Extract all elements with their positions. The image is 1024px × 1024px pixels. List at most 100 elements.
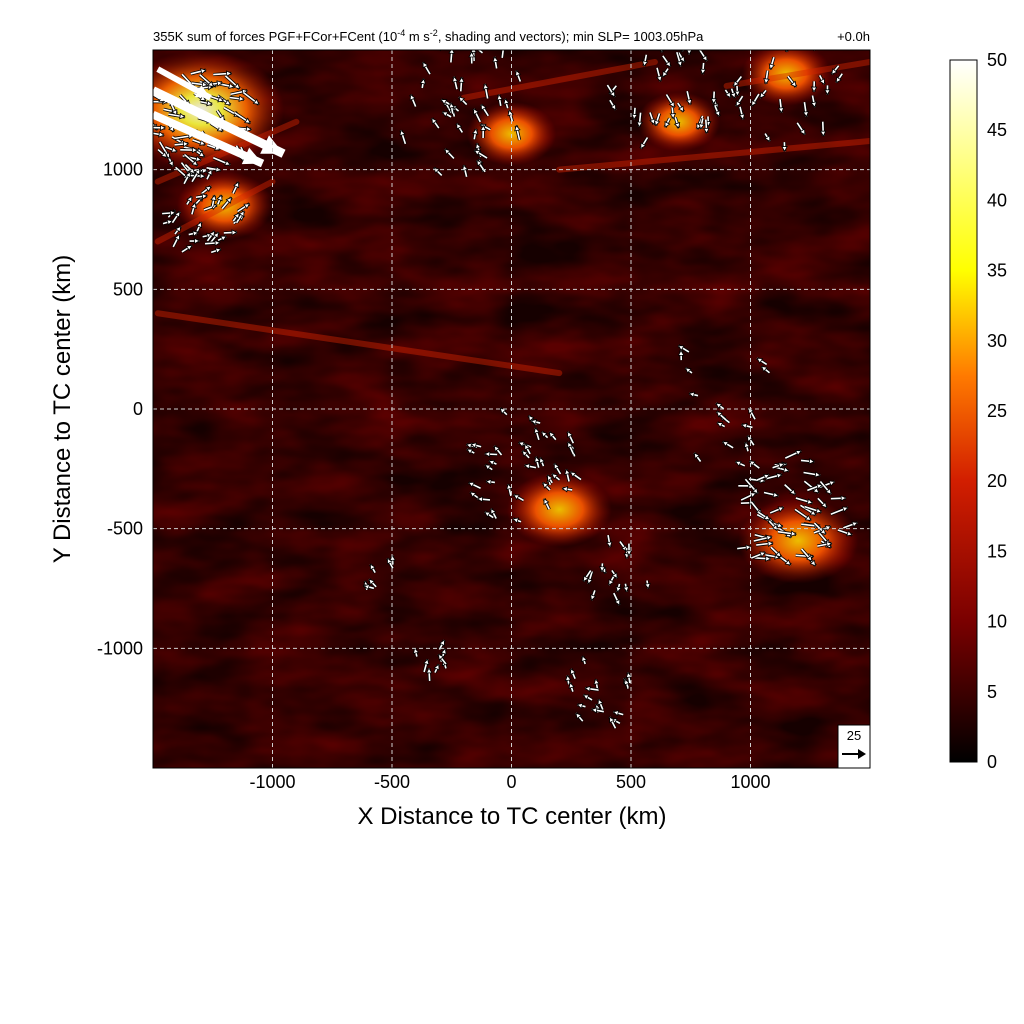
force-vectors xyxy=(153,50,859,729)
vector-arrow xyxy=(479,124,487,139)
vector-arrow xyxy=(746,434,756,447)
colorbar-tick-label: 45 xyxy=(987,120,1007,140)
vector-arrow xyxy=(457,95,468,106)
vector-arrow xyxy=(777,98,785,114)
x-tick-label: 0 xyxy=(506,772,516,792)
vector-arrow xyxy=(485,478,496,486)
vector-arrow xyxy=(757,510,771,521)
vector-arrow xyxy=(842,521,859,530)
vector-arrow xyxy=(669,106,677,120)
vector-arrow xyxy=(232,212,241,223)
vector-arrow xyxy=(677,349,685,361)
vector-arrow xyxy=(492,55,499,69)
vector-arrow xyxy=(473,148,488,160)
vector-arrow xyxy=(158,141,171,159)
vector-arrow xyxy=(623,678,631,688)
vector-arrow xyxy=(794,508,812,522)
colorbar-tick-label: 30 xyxy=(987,331,1007,351)
vector-arrow xyxy=(607,574,616,586)
vector-arrow xyxy=(590,707,605,714)
vector-arrow xyxy=(612,710,624,717)
title-exponent: -4 xyxy=(397,28,405,38)
vector-arrow xyxy=(803,470,822,478)
vector-arrow xyxy=(443,147,456,160)
reference-vector-label: 25 xyxy=(847,728,861,743)
vector-arrow xyxy=(496,93,503,107)
vector-arrow xyxy=(597,698,605,711)
vector-arrow xyxy=(612,592,621,606)
vector-arrow xyxy=(551,472,561,482)
y-tick-label: -500 xyxy=(107,519,143,539)
vector-arrow xyxy=(512,493,525,502)
vector-arrow xyxy=(663,117,672,128)
x-tick-label: 500 xyxy=(616,772,646,792)
vector-arrow xyxy=(493,444,503,456)
vector-arrow xyxy=(661,54,672,68)
vector-arrow xyxy=(521,449,531,459)
vector-arrow xyxy=(760,365,771,374)
vector-arrow xyxy=(223,229,238,236)
vector-arrow xyxy=(655,67,663,83)
vector-arrow xyxy=(224,74,241,90)
vector-arrow xyxy=(754,555,772,562)
vector-arrow xyxy=(489,507,498,520)
y-tick-label: 500 xyxy=(113,279,143,299)
vector-arrow xyxy=(786,75,798,88)
vector-arrow xyxy=(830,506,849,516)
vector-arrow xyxy=(540,430,549,439)
vector-arrow xyxy=(451,75,459,90)
vector-arrow xyxy=(421,61,432,75)
vector-arrow xyxy=(174,140,190,148)
vector-arrow xyxy=(763,70,770,85)
vector-arrow xyxy=(769,546,783,558)
vector-arrow xyxy=(552,462,562,475)
vector-arrow xyxy=(386,557,395,570)
vector-arrow xyxy=(472,108,482,123)
y-tick-label: -1000 xyxy=(97,638,143,658)
vector-arrow xyxy=(242,91,260,106)
colorbar-tick-label: 10 xyxy=(987,612,1007,632)
x-tick-label: -1000 xyxy=(249,772,295,792)
vector-arrow xyxy=(569,470,582,481)
vector-arrow xyxy=(693,452,702,463)
vector-arrow xyxy=(220,196,233,210)
vector-arrow xyxy=(168,112,186,120)
vector-arrow xyxy=(675,51,683,68)
vector-arrow xyxy=(231,181,240,195)
vector-arrow xyxy=(837,528,853,537)
vector-arrow xyxy=(534,456,541,469)
vector-arrow xyxy=(795,121,807,136)
vector-arrow xyxy=(721,440,734,450)
vector-arrow xyxy=(684,366,693,375)
vector-arrow xyxy=(800,547,814,562)
vector-arrow xyxy=(153,124,167,132)
vector-arrow xyxy=(750,93,761,107)
vector-arrow xyxy=(639,136,649,150)
colorbar-tick-label: 20 xyxy=(987,471,1007,491)
vector-arrow xyxy=(677,51,686,63)
band-streak xyxy=(154,310,563,377)
vector-arrow xyxy=(724,89,732,99)
chart-title: 355K sum of forces PGF+FCor+FCent (10-4 … xyxy=(153,28,704,44)
vector-arrow xyxy=(744,478,760,495)
plot-frame xyxy=(152,49,871,769)
vector-arrow xyxy=(458,76,465,92)
vector-arrow xyxy=(795,496,814,505)
vector-arrow xyxy=(438,50,442,52)
vector-arrow xyxy=(598,563,606,573)
title-rest: , shading and vectors); min SLP= 1003.05… xyxy=(438,29,704,44)
vector-arrow xyxy=(581,655,588,665)
vector-arrow xyxy=(235,210,246,224)
vector-arrow xyxy=(180,146,199,154)
vector-arrow xyxy=(548,431,558,441)
vector-arrow xyxy=(503,98,510,109)
vector-arrow xyxy=(161,209,177,217)
vector-arrow xyxy=(506,483,513,497)
vector-arrow xyxy=(210,247,222,254)
vector-arrow xyxy=(608,716,617,729)
vector-arrow xyxy=(479,103,490,117)
vector-arrow xyxy=(715,401,725,411)
vector-arrow xyxy=(756,540,774,547)
vector-arrow xyxy=(197,193,209,200)
vector-arrow xyxy=(710,91,718,105)
